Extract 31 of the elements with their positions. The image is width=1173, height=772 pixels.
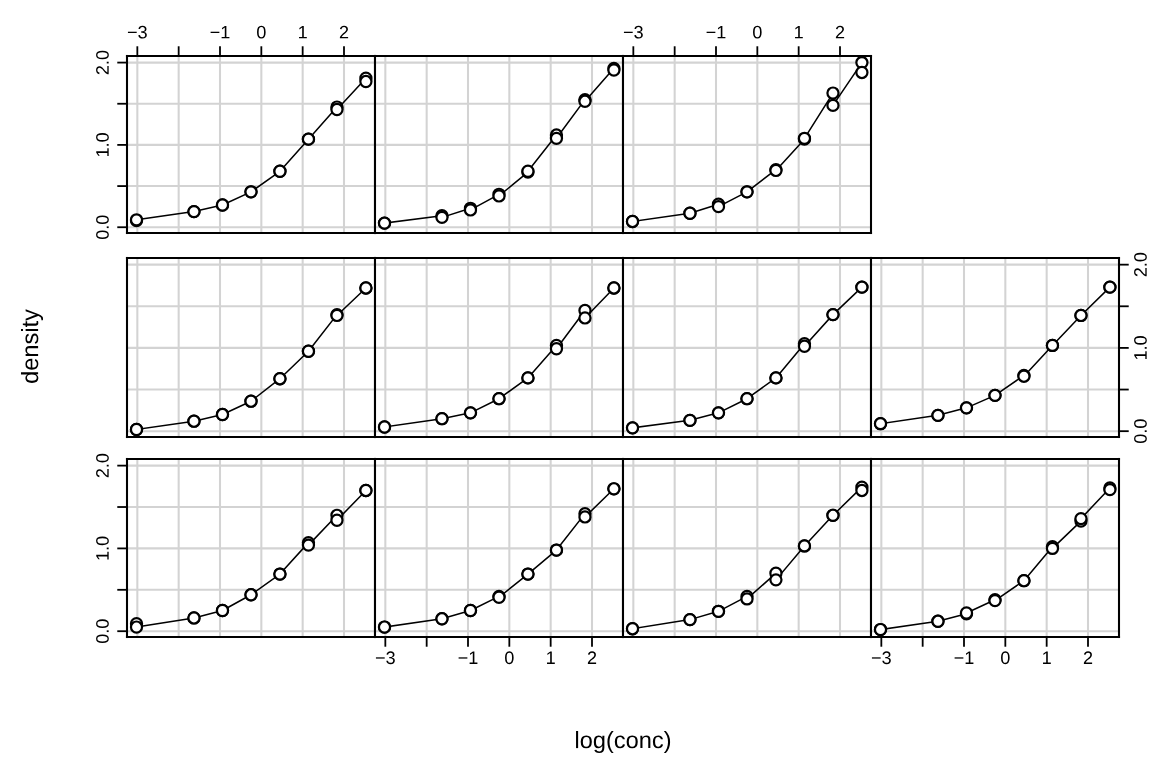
x-tick-label: −1 [706, 25, 726, 39]
x-tick-label: −1 [954, 651, 974, 664]
x-tick-label: −1 [210, 25, 230, 39]
x-axis-title: log(conc) [576, 730, 671, 754]
x-tick-label: 1 [299, 25, 307, 39]
x-tick-label: 0 [505, 651, 514, 665]
x-tick-label: −3 [623, 25, 643, 39]
x-tick-label: 0 [257, 25, 266, 39]
y-tick-label: 2.0 [96, 453, 109, 478]
y-tick-label: 2.0 [96, 50, 109, 75]
x-tick-label: 1 [547, 651, 555, 664]
x-tick-label: 2 [339, 25, 349, 39]
x-tick-label: −1 [458, 651, 478, 664]
y-tick-label: 0.0 [96, 215, 109, 240]
x-tick-label: −3 [871, 651, 891, 665]
x-tick-label: 1 [1043, 651, 1051, 664]
x-tick-label: 0 [1001, 651, 1010, 665]
x-tick-label: 0 [753, 25, 762, 39]
y-tick-label: 0.0 [1134, 419, 1147, 444]
y-tick-label: 2.0 [1134, 252, 1147, 277]
x-tick-label: 2 [835, 25, 845, 39]
x-tick-label: 2 [587, 651, 597, 664]
y-tick-label: 1.0 [1134, 336, 1147, 360]
y-tick-label: 1.0 [96, 536, 109, 560]
y-tick-label: 0.0 [96, 619, 109, 644]
x-tick-label: 2 [1083, 651, 1093, 664]
x-tick-label: −3 [127, 25, 147, 39]
x-tick-label: 1 [795, 25, 803, 39]
y-axis-title: density [21, 309, 44, 383]
x-tick-label: −3 [375, 651, 395, 665]
y-tick-label: 1.0 [96, 133, 109, 157]
